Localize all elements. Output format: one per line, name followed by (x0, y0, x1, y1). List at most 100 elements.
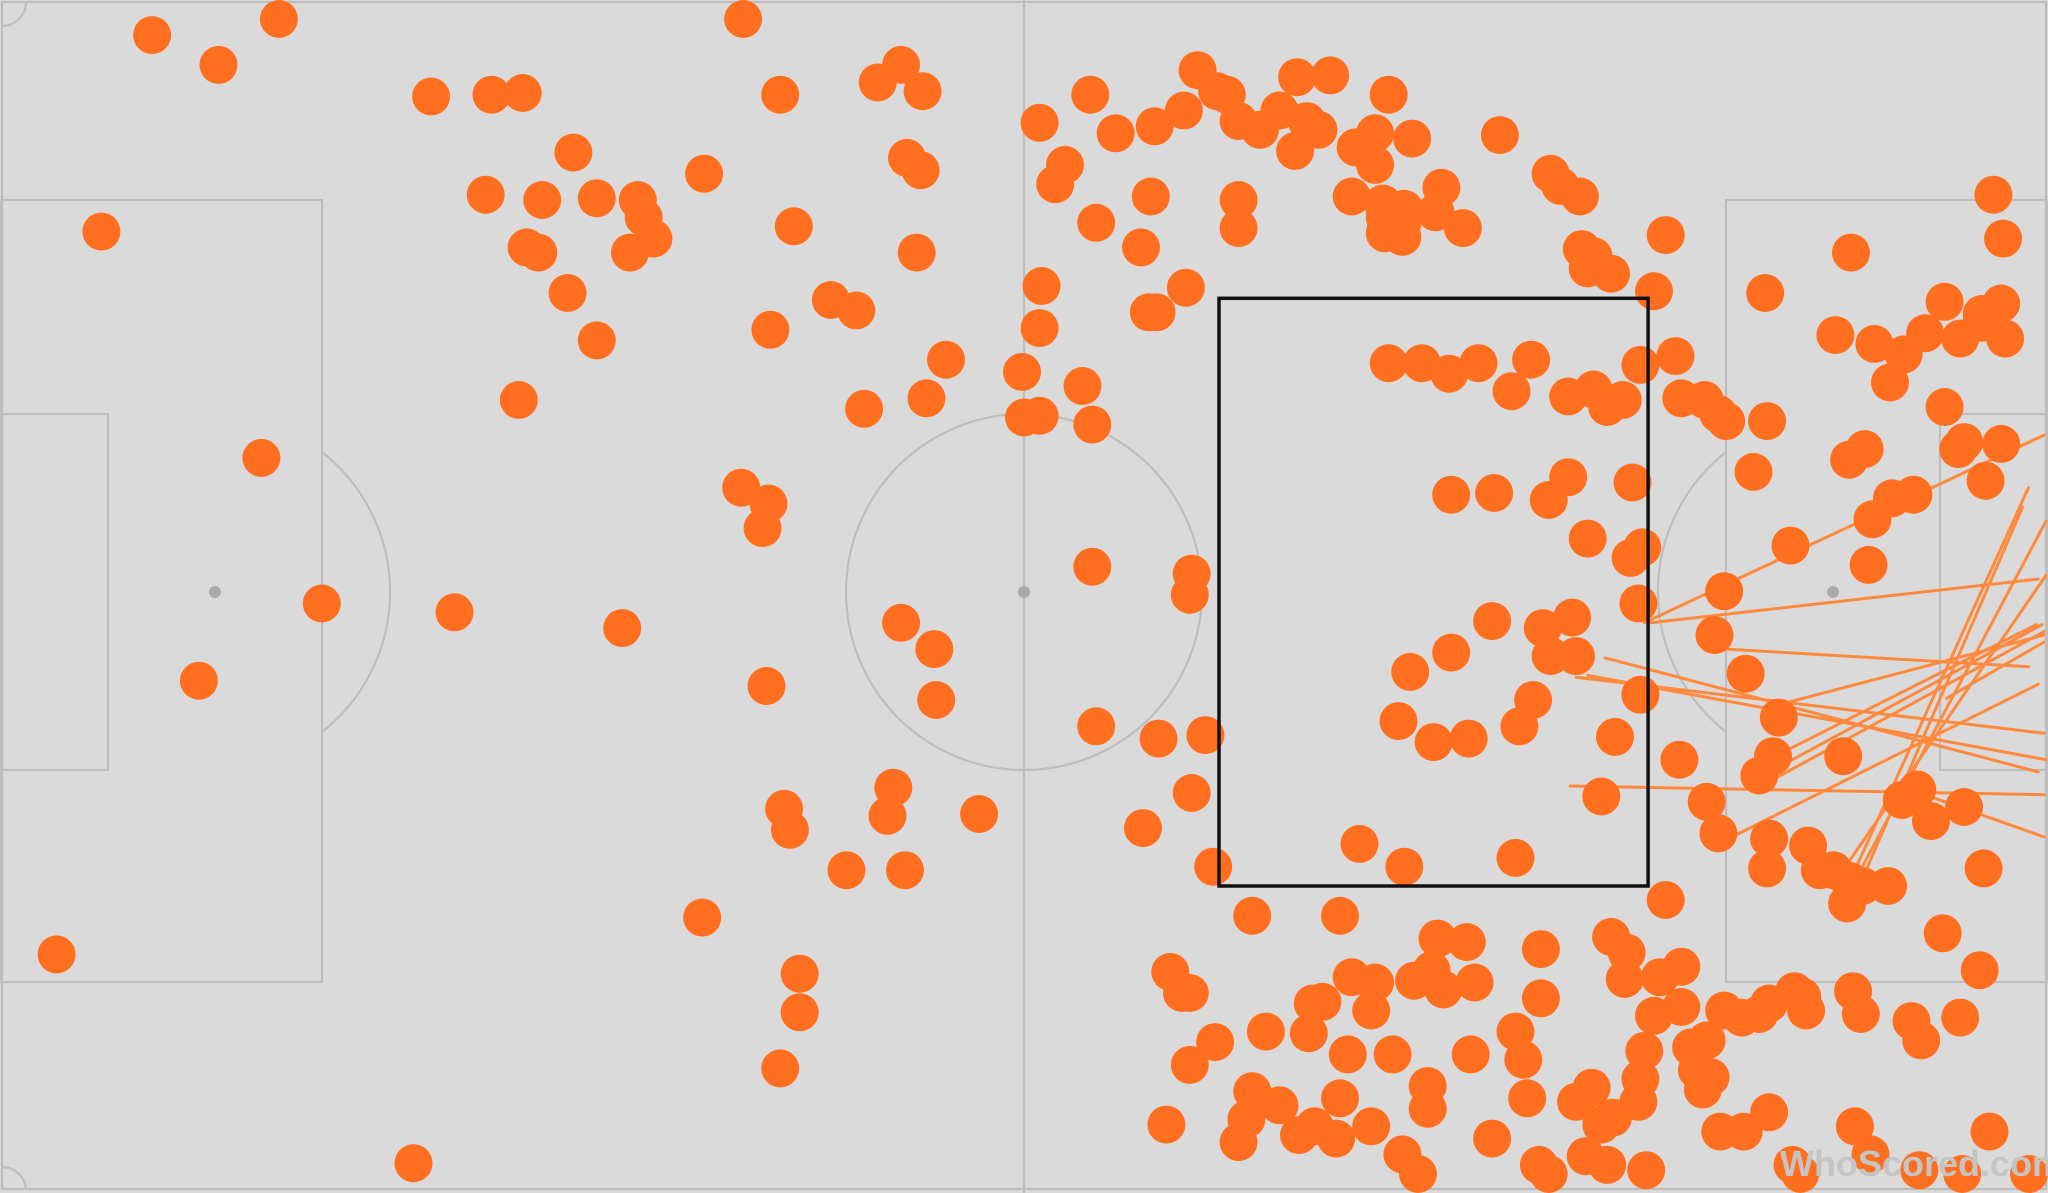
touch-marker (1750, 819, 1789, 858)
touch-marker (472, 75, 511, 114)
touch-marker (1898, 770, 1937, 809)
touch-marker (907, 379, 946, 418)
touch-marker (751, 310, 790, 349)
touch-marker (886, 851, 924, 890)
touch-marker (133, 16, 172, 55)
touch-marker (1131, 177, 1170, 216)
touch-marker (1594, 1098, 1632, 1137)
touch-marker (302, 584, 341, 623)
touch-marker (1063, 367, 1102, 405)
touch-marker (1046, 145, 1084, 184)
touch-marker (577, 321, 616, 360)
touch-marker (1900, 1151, 1939, 1190)
touch-marker (1020, 103, 1059, 142)
pass-line (1724, 647, 2030, 669)
touch-marker (1941, 998, 1980, 1037)
touch-marker (1734, 452, 1773, 491)
touch-marker (1219, 1123, 1258, 1162)
touch-marker (199, 45, 238, 84)
touch-marker (1849, 545, 1888, 584)
touch-marker (1662, 988, 1701, 1026)
touch-marker (82, 212, 121, 251)
touch-marker (770, 810, 809, 849)
touch-marker (1974, 175, 2013, 214)
left-goal-area (0, 412, 110, 772)
touch-marker (1196, 1023, 1235, 1062)
touch-marker (1562, 230, 1601, 269)
pass-line (1849, 505, 2025, 907)
touch-marker (1621, 345, 1660, 384)
touch-marker (747, 667, 786, 705)
touch-marker (882, 45, 921, 84)
touch-marker (1233, 896, 1272, 935)
touch-marker (1278, 58, 1317, 97)
touch-marker (1677, 1051, 1716, 1090)
touch-marker (1077, 707, 1116, 746)
touch-marker (394, 1144, 433, 1183)
touch-marker (1480, 116, 1519, 155)
touch-marker (724, 0, 763, 38)
touch-marker (1705, 572, 1744, 611)
touch-marker (1289, 1014, 1328, 1053)
touch-marker (1504, 1040, 1543, 1079)
touch-marker (1970, 1112, 2009, 1151)
touch-marker (1588, 1145, 1627, 1184)
touch-marker (1603, 381, 1642, 419)
touch-marker (927, 340, 965, 379)
touch-marker (1340, 824, 1379, 863)
touch-marker (1605, 960, 1644, 998)
pass-line (1839, 486, 2030, 902)
touch-marker (242, 438, 281, 477)
touch-marker (1393, 119, 1432, 158)
watermark-text: WhoScored.com (1780, 1143, 2048, 1184)
touch-marker (1750, 1093, 1789, 1132)
touch-marker (1356, 114, 1395, 153)
touch-marker (1172, 554, 1211, 593)
touch-marker (1321, 1079, 1359, 1118)
touch-marker (1356, 145, 1395, 184)
touch-marker (1455, 963, 1494, 1002)
left-penalty-arc (321, 451, 392, 733)
right-goal-area (1938, 412, 2048, 772)
touch-marker (1500, 707, 1539, 746)
touch-marker (1020, 309, 1059, 348)
touch-marker (1352, 1107, 1391, 1146)
pass-line (1945, 640, 2046, 700)
touch-marker (412, 77, 451, 116)
touch-marker (1077, 203, 1116, 242)
pass-line (1773, 623, 2038, 758)
touch-marker (960, 795, 999, 833)
touch-marker (1492, 372, 1531, 411)
touch-marker (1582, 777, 1621, 816)
touch-marker (1303, 982, 1342, 1021)
right-penalty-spot (1827, 586, 1839, 598)
touch-marker (503, 74, 542, 112)
touch-marker (1137, 293, 1176, 332)
touch-marker (1369, 75, 1408, 114)
touch-marker (827, 851, 866, 890)
touch-marker (1982, 424, 2021, 463)
touch-marker (897, 233, 936, 272)
touch-marker (1964, 849, 2003, 888)
touch-marker (519, 233, 558, 272)
touch-marker (1352, 991, 1391, 1030)
pass-line (1586, 673, 2048, 762)
touch-marker (1432, 475, 1471, 514)
touch-marker (1625, 1031, 1664, 1070)
touch-marker (1635, 272, 1673, 311)
touch-marker (1186, 716, 1225, 755)
touch-marker (1902, 1021, 1941, 1060)
touch-marker (1660, 740, 1699, 779)
touch-marker (1151, 952, 1190, 991)
touch-marker (1219, 181, 1258, 219)
touch-marker (1073, 547, 1112, 586)
touch-marker (1369, 344, 1408, 383)
touch-marker (1512, 340, 1551, 379)
touch-marker (1219, 209, 1258, 248)
touch-marker (882, 603, 921, 642)
touch-marker (1986, 319, 2025, 358)
touch-marker (1451, 1035, 1490, 1074)
touch-marker (1557, 1082, 1595, 1121)
touch-marker (761, 1049, 800, 1088)
